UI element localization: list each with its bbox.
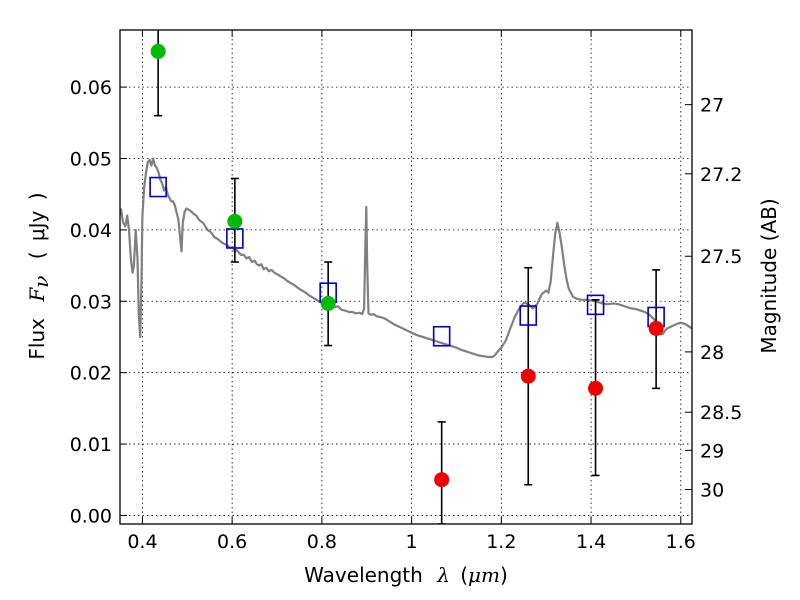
y-tick-label: 0.06: [70, 77, 112, 99]
right-axis-tick-labels: 27 27.2 27.5 28 28.5 29 30: [700, 95, 742, 502]
x-tick-label: 0.6: [217, 531, 247, 553]
y-axis-tick-labels: 0.00 0.01 0.02 0.03 0.04 0.05 0.06: [70, 77, 112, 527]
y-tick-label: 0.02: [70, 363, 112, 385]
low-snr-point: [434, 472, 450, 488]
right-tick-label: 29: [700, 440, 724, 462]
model-spectrum-line: [120, 157, 692, 359]
measured-photometry-markers: [150, 43, 664, 488]
x-tick-label: 0.4: [127, 531, 157, 553]
x-axis-label-open: (: [460, 563, 468, 587]
right-tick-label: 27: [700, 95, 724, 117]
y-tick-label: 0.01: [70, 434, 112, 456]
right-tick-label: 27.2: [700, 164, 742, 186]
detection-point: [150, 43, 166, 59]
model-photometry-square: [226, 228, 244, 249]
grid: [120, 30, 692, 524]
y-axis-label-close: ): [25, 192, 49, 200]
right-axis-label: Magnitude (AB): [757, 198, 781, 353]
x-tick-label: 0.8: [307, 531, 337, 553]
y-axis-label-subscript: ν: [29, 276, 53, 288]
x-axis-label-prefix: Wavelength: [304, 563, 423, 587]
y-axis-label-open: (: [25, 251, 49, 259]
y-axis-label: Flux Fν ( μJy ): [25, 192, 53, 359]
y-tick-label: 0.03: [70, 291, 112, 313]
model-photometry-square: [586, 294, 605, 316]
right-tick-label: 28: [700, 342, 724, 364]
x-tick-label: 1.6: [666, 531, 696, 553]
y-tick-label: 0.00: [70, 505, 112, 527]
plot-frame: [119, 29, 693, 525]
x-axis-label-unit: μm: [468, 563, 500, 587]
model-photometry-square: [149, 176, 167, 198]
x-axis-tick-labels: 0.4 0.6 0.8 1 1.2 1.4 1.6: [127, 531, 696, 553]
axis-ticks: [120, 30, 692, 524]
detection-point: [227, 213, 243, 229]
low-snr-point: [520, 368, 536, 384]
right-tick-label: 27.5: [700, 246, 742, 268]
x-axis-label: Wavelength λ (μm): [304, 563, 508, 587]
right-tick-label: 28.5: [700, 402, 742, 424]
y-axis-label-prefix: Flux: [25, 318, 49, 360]
y-tick-label: 0.05: [70, 148, 112, 170]
low-snr-point: [588, 380, 604, 396]
model-photometry-square: [519, 305, 538, 326]
x-tick-label: 1.2: [486, 531, 516, 553]
y-axis-label-symbol: F: [25, 287, 49, 303]
y-tick-label: 0.04: [70, 220, 112, 242]
y-axis-label-unit: μJy: [25, 210, 49, 241]
x-axis-label-close: ): [500, 563, 508, 587]
model-photometry-square: [432, 325, 451, 347]
detection-point: [320, 295, 336, 311]
x-axis-label-symbol: λ: [436, 563, 450, 587]
low-snr-point: [648, 320, 664, 336]
plot-area: [120, 30, 692, 524]
x-tick-label: 1.4: [576, 531, 606, 553]
right-tick-label: 30: [700, 480, 724, 502]
x-tick-label: 1: [406, 531, 418, 553]
